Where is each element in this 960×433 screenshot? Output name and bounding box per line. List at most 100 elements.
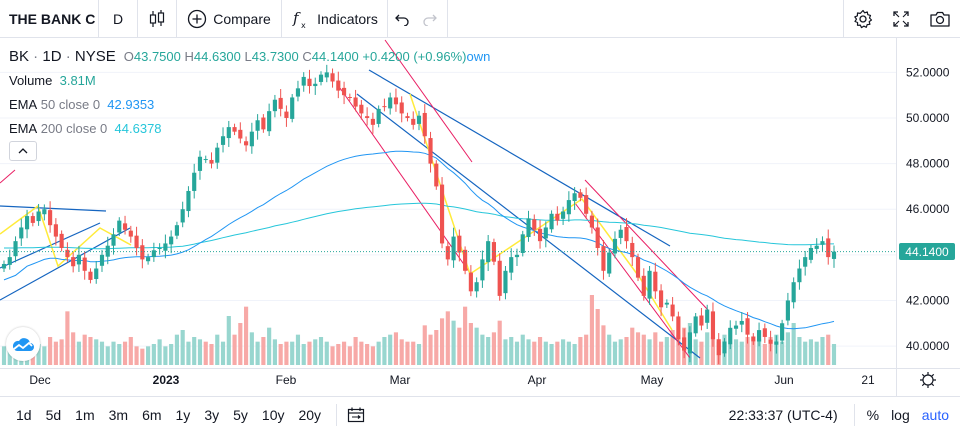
log-scale-toggle[interactable]: log (891, 407, 910, 423)
candle (601, 240, 606, 280)
volume-bar (99, 341, 105, 365)
volume-bar (780, 341, 785, 365)
range-1d[interactable]: 1d (16, 407, 32, 423)
range-1y[interactable]: 1y (175, 407, 191, 423)
undo-icon (395, 14, 409, 26)
candle (111, 228, 116, 255)
cloud-chart-icon (12, 338, 34, 351)
candle (347, 93, 352, 101)
snapshot-button[interactable] (920, 0, 960, 38)
percent-scale-toggle[interactable]: % (866, 407, 880, 423)
auto-scale-toggle[interactable]: auto (921, 407, 949, 423)
candle (220, 127, 226, 153)
symbol-search-button[interactable]: THE BANK C (9, 10, 96, 27)
candle (480, 250, 485, 288)
undo-button[interactable] (388, 0, 416, 38)
volume-bar (826, 334, 831, 365)
range-10y[interactable]: 10y (261, 407, 285, 423)
volume-bar (151, 344, 156, 365)
indicators-button[interactable]: f x Indicators (282, 0, 387, 38)
legend-interval: 1D (42, 47, 62, 65)
volume-bar (370, 346, 375, 365)
time-label-apr: Apr (528, 373, 547, 387)
candle (814, 238, 819, 254)
volume-bar (445, 311, 450, 365)
volume-bar (526, 339, 531, 365)
axis-settings-button[interactable] (920, 372, 936, 388)
time-label-2023: 2023 (153, 373, 180, 387)
redo-button[interactable] (416, 0, 444, 38)
candle (693, 312, 698, 337)
ema50-params: 50 close 0 (40, 96, 101, 112)
svg-text:f: f (292, 9, 301, 27)
candle (157, 243, 162, 255)
volume-bar (76, 341, 82, 365)
candle (768, 330, 773, 352)
settings-button[interactable] (844, 0, 882, 38)
range-1m[interactable]: 1m (75, 407, 95, 423)
legend-ema200-row[interactable]: EMA 200 close 0 44.6378 (9, 116, 490, 140)
volume-bar (169, 344, 174, 365)
volume-bar (803, 341, 808, 365)
candle (341, 81, 347, 105)
volume-bar (463, 306, 468, 365)
candle (687, 326, 692, 363)
volume-bar (514, 341, 520, 365)
clock-timezone[interactable]: 22:33:37 (UTC-4) (728, 407, 838, 423)
candle (561, 206, 566, 225)
fullscreen-button[interactable] (882, 0, 920, 38)
range-5d[interactable]: 5d (45, 407, 62, 423)
ohlc-close: 44.1400 (311, 48, 359, 64)
volume-bar (180, 330, 185, 365)
range-5y[interactable]: 5y (233, 407, 248, 423)
volume-bar (474, 327, 479, 365)
svg-text:x: x (301, 21, 306, 30)
ohlc-c-label: C (302, 48, 312, 64)
channel-pink-top-1 (384, 39, 473, 163)
chart-style-button[interactable] (138, 0, 176, 38)
volume-bar (197, 339, 203, 365)
volume-bar (278, 344, 283, 365)
chart-legend: BK · 1D · NYSE O43.7500 H44.6300 L43.730… (9, 44, 490, 140)
range-3m[interactable]: 3m (108, 407, 129, 423)
volume-bar (595, 309, 600, 365)
price-axis[interactable]: 52.000050.000048.000046.000044.000042.00… (896, 38, 950, 396)
volume-bar (174, 334, 179, 365)
candle (751, 333, 756, 345)
volume-bar (705, 332, 710, 365)
channel-pink-top-2 (584, 179, 709, 311)
candle (589, 210, 594, 234)
time-axis[interactable]: Dec 2023 Feb Mar Apr May Jun 21 (0, 368, 960, 388)
range-3y[interactable]: 3y (204, 407, 220, 423)
candle (526, 210, 531, 242)
legend-overlay-text: own (466, 48, 491, 64)
volume-bar (543, 341, 548, 365)
plus-circle-icon (188, 9, 207, 28)
range-20y[interactable]: 20y (298, 407, 322, 423)
volume-bar (393, 332, 399, 365)
tradingview-logo[interactable] (6, 327, 40, 361)
date-range-button[interactable] (347, 407, 365, 423)
candle (578, 188, 583, 202)
volume-bar (163, 346, 168, 365)
volume-bar (745, 337, 750, 365)
price-chart[interactable]: 52.000050.000048.000046.000044.000042.00… (0, 38, 960, 396)
candle (682, 328, 687, 359)
volume-bar (612, 341, 618, 365)
legend-collapse-button[interactable] (9, 141, 37, 161)
candle (203, 155, 208, 163)
candle (486, 234, 491, 272)
legend-ema50-row[interactable]: EMA 50 close 0 42.9353 (9, 92, 490, 116)
volume-bar (111, 341, 116, 365)
compare-button[interactable]: Compare (177, 0, 281, 38)
interval-button[interactable]: D (112, 10, 124, 27)
volume-bar (486, 337, 491, 365)
range-6m[interactable]: 6m (142, 407, 162, 423)
legend-ohlc: O43.7500 H44.6300 L43.7300 C44.1400 +0.4… (124, 49, 491, 64)
legend-volume-row[interactable]: Volume 3.81M (9, 68, 490, 92)
ohlc-high: 44.6300 (193, 48, 241, 64)
toolbar-divider (98, 0, 99, 38)
legend-symbol[interactable]: BK (9, 47, 30, 65)
volume-bar (157, 339, 162, 365)
volume-bar (659, 341, 664, 365)
